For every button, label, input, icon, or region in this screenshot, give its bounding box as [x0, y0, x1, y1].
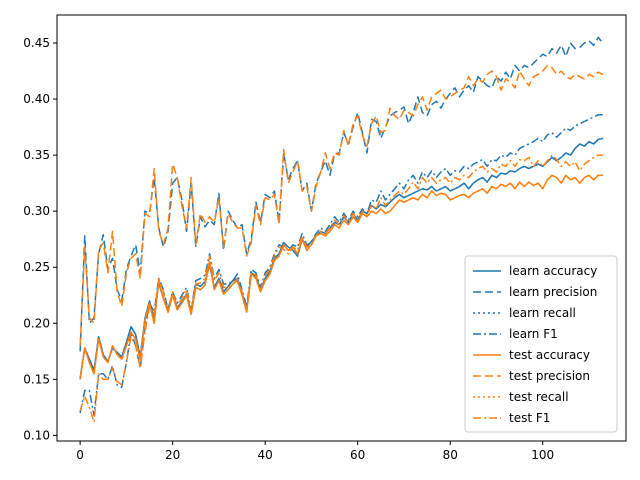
- series-learn-F1: [79, 114, 603, 416]
- x-tick-label: 40: [258, 448, 273, 462]
- y-tick-label: 0.45: [23, 36, 50, 50]
- y-tick-label: 0.15: [23, 372, 50, 386]
- x-tick-label: 0: [76, 448, 84, 462]
- y-axis: 0.10 0.15 0.20 0.25 0.30 0.35 0.40 0.45: [23, 36, 57, 442]
- plot-frame: [56, 14, 627, 442]
- y-tick-label: 0.30: [23, 204, 50, 218]
- series-test-F1: [79, 154, 603, 423]
- y-tick-label: 0.10: [23, 428, 50, 442]
- legend-label: test precision: [509, 369, 590, 383]
- legend-label: learn accuracy: [509, 264, 597, 278]
- legend-box: [464, 255, 618, 433]
- y-tick-label: 0.25: [23, 260, 50, 274]
- series-layer: [79, 36, 604, 423]
- legend-label: learn precision: [509, 285, 597, 299]
- legend-label: test F1: [509, 411, 550, 425]
- legend-label: learn recall: [509, 306, 576, 320]
- series-test-precision: [79, 64, 604, 346]
- legend: learn accuracy learn precision learn recal…: [464, 255, 618, 433]
- x-axis: 0 20 40 60 80 100: [76, 441, 554, 462]
- series-test-recall: [79, 174, 603, 380]
- legend-label: test accuracy: [509, 348, 590, 362]
- legend-label: test recall: [509, 390, 569, 404]
- y-tick-label: 0.20: [23, 316, 50, 330]
- y-tick-label: 0.40: [23, 92, 50, 106]
- legend-label: learn F1: [509, 327, 558, 341]
- x-tick-label: 100: [531, 448, 554, 462]
- x-tick-label: 60: [350, 448, 365, 462]
- x-tick-label: 80: [443, 448, 458, 462]
- y-tick-label: 0.35: [23, 148, 50, 162]
- x-tick-label: 20: [165, 448, 180, 462]
